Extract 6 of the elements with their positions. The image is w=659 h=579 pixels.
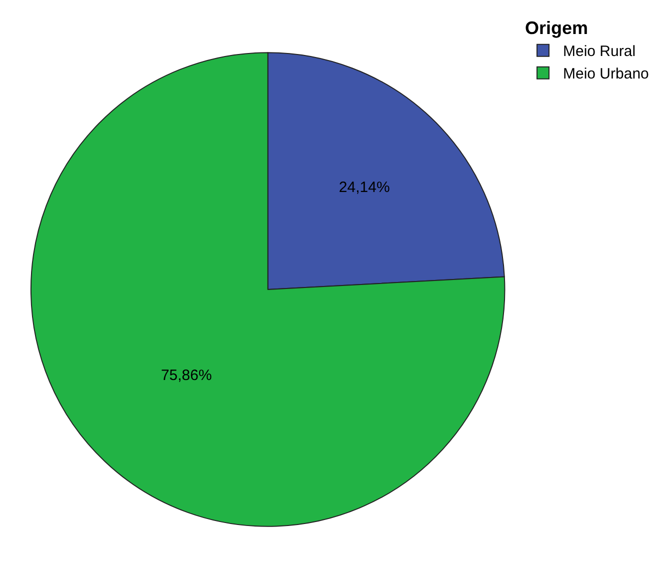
legend-title: Origem [525,18,588,38]
legend-label: Meio Urbano [563,66,649,83]
data-label: 75,86% [160,366,212,384]
pie-slice [30,52,505,527]
data-label: 24,14% [338,179,390,196]
legend-label: Meio Rural [563,43,636,60]
